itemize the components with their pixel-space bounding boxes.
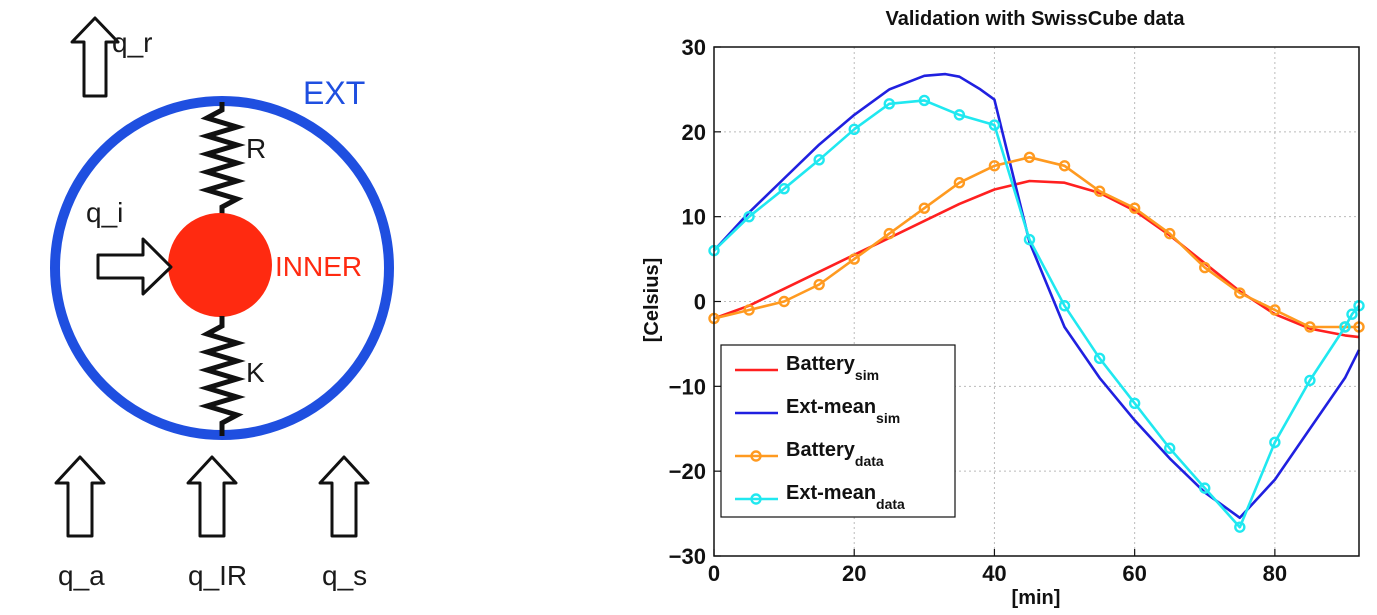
label-q-r: q_r — [112, 27, 152, 58]
legend-label: Batterysim — [786, 353, 879, 383]
x-tick-label: 80 — [1263, 561, 1287, 586]
label-inner: INNER — [275, 251, 362, 282]
series-line-0 — [713, 179, 1360, 339]
data-point — [1304, 374, 1316, 387]
legend: Batterysim Ext-meansim Batterydata Ext-mean… — [720, 344, 956, 518]
arrow-up-icon — [186, 455, 238, 538]
y-tick-label: −20 — [669, 459, 706, 484]
series-line-3 — [713, 99, 1361, 529]
data-point — [1346, 308, 1358, 320]
x-tick-label: 60 — [1122, 561, 1146, 586]
data-point — [1023, 233, 1036, 246]
data-point — [1234, 287, 1246, 299]
data-point — [1058, 300, 1071, 312]
legend-label: Ext-meandata — [786, 482, 905, 512]
label-q-i: q_i — [86, 197, 123, 228]
thermal-node-diagram: q_r EXT R INNER q_i K q_a q_IR q_s — [50, 16, 394, 591]
data-point — [883, 227, 895, 240]
data-point — [848, 253, 860, 265]
label-q-a: q_a — [58, 560, 105, 591]
label-q-s: q_s — [322, 560, 367, 591]
tick-labels: 0 20 40 60 80 −30 −20 −10 0 10 20 30 — [669, 35, 1287, 586]
label-q-ir: q_IR — [188, 560, 247, 591]
data-point — [1093, 352, 1106, 365]
data-point — [918, 94, 931, 107]
series-line-1 — [713, 72, 1361, 520]
y-tick-label: −10 — [669, 374, 706, 399]
series-layer — [708, 72, 1365, 533]
y-axis-label: [Celsius] — [641, 258, 663, 342]
arrow-up-icon — [318, 455, 370, 538]
resistor-r — [198, 102, 246, 217]
legend-marker — [750, 450, 762, 462]
data-point — [1269, 304, 1281, 316]
data-point — [1234, 521, 1246, 533]
inner-body — [168, 213, 272, 317]
data-point — [1128, 397, 1141, 409]
arrow-up-icon — [70, 16, 120, 98]
data-point — [1164, 227, 1176, 240]
data-point — [1199, 261, 1211, 274]
data-point — [1304, 321, 1316, 333]
plot-frame — [713, 46, 1360, 557]
label-ext: EXT — [303, 75, 365, 111]
label-r: R — [246, 133, 266, 164]
data-point — [988, 160, 1001, 172]
data-point — [1164, 442, 1176, 454]
data-point — [813, 154, 825, 166]
validation-chart: Validation with SwissCube data 0 20 40 60 80… — [641, 8, 1365, 609]
data-point — [883, 98, 895, 110]
y-tick-label: −30 — [669, 544, 706, 569]
data-point — [743, 304, 755, 316]
label-k: K — [246, 357, 265, 388]
legend-box — [720, 344, 956, 518]
data-point — [1128, 202, 1141, 214]
data-point — [778, 295, 790, 308]
data-point — [953, 109, 966, 121]
data-point — [918, 202, 931, 214]
legend-label: Ext-meansim — [786, 396, 900, 426]
data-point — [743, 210, 755, 223]
y-tick-label: 10 — [682, 205, 706, 230]
data-point — [1339, 321, 1351, 333]
x-axis-label: [min] — [1012, 587, 1061, 609]
arrow-up-icon — [54, 455, 106, 538]
data-point — [778, 182, 790, 195]
data-point — [988, 119, 1001, 131]
data-point — [1199, 482, 1211, 494]
legend-marker — [750, 493, 762, 505]
y-tick-label: 30 — [682, 35, 706, 60]
data-point — [848, 123, 860, 135]
y-tick-label: 20 — [682, 120, 706, 145]
x-tick-label: 0 — [708, 561, 720, 586]
data-point — [1269, 436, 1281, 449]
resistor-k — [198, 316, 246, 436]
x-tick-label: 40 — [982, 561, 1006, 586]
x-tick-label: 20 — [842, 561, 866, 586]
data-point — [1023, 151, 1036, 163]
data-point — [953, 177, 966, 189]
legend-label: Batterydata — [786, 439, 884, 469]
data-point — [1058, 160, 1071, 172]
y-tick-label: 0 — [694, 290, 706, 315]
data-point — [813, 278, 825, 291]
series-line-2 — [713, 156, 1359, 329]
data-point — [1093, 185, 1106, 197]
arrow-right-icon — [96, 237, 173, 296]
chart-title: Validation with SwissCube data — [886, 8, 1186, 30]
